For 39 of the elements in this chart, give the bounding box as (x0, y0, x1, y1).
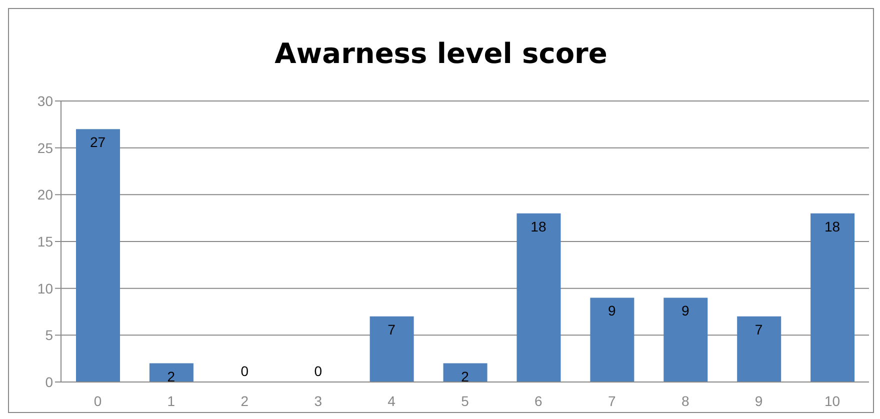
bar (149, 363, 194, 382)
y-tick-label: 15 (37, 233, 54, 250)
x-tick-label: 8 (681, 392, 690, 409)
data-label: 0 (314, 363, 322, 379)
bar (664, 298, 708, 382)
y-tick-label: 0 (45, 374, 54, 390)
data-label: 9 (681, 302, 690, 319)
x-tick-label: 7 (608, 392, 616, 409)
y-tick-label: 30 (37, 92, 54, 109)
chart-title: Awarness level score (274, 37, 608, 70)
bar (76, 129, 120, 382)
y-tick-label: 25 (37, 140, 54, 156)
data-label: 18 (824, 218, 840, 234)
x-tick-label: 2 (240, 392, 249, 409)
x-tick-label: 1 (167, 392, 176, 409)
x-tick-label: 5 (461, 392, 470, 409)
y-tick-label: 10 (37, 280, 54, 296)
bar (590, 298, 634, 382)
x-tick-label: 9 (754, 392, 763, 409)
data-label: 18 (530, 218, 546, 234)
data-label: 27 (90, 134, 106, 150)
x-tick-label: 10 (824, 392, 840, 409)
data-label: 2 (461, 368, 470, 384)
data-label: 0 (240, 363, 249, 379)
data-label: 7 (754, 321, 763, 338)
bar (443, 363, 488, 382)
data-label: 2 (167, 368, 176, 384)
bar (737, 316, 782, 382)
y-tick-label: 5 (45, 327, 54, 344)
bar (370, 316, 414, 382)
bar (516, 213, 561, 382)
x-tick-label: 0 (94, 392, 102, 409)
data-label: 9 (608, 302, 616, 319)
x-tick-label: 3 (314, 392, 322, 409)
y-tick-label: 20 (37, 186, 54, 203)
x-tick-label: 6 (534, 392, 543, 409)
data-label: 7 (388, 321, 396, 338)
bar (810, 213, 855, 382)
x-tick-label: 4 (388, 392, 396, 409)
